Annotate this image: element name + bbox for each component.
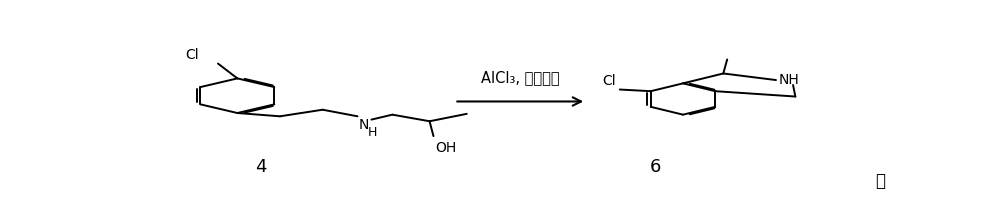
Text: N: N: [359, 118, 369, 132]
Text: AlCl₃, 邓二氯苯: AlCl₃, 邓二氯苯: [481, 70, 560, 85]
Text: NH: NH: [779, 73, 800, 87]
Text: Cl: Cl: [185, 48, 199, 62]
Text: OH: OH: [435, 141, 456, 155]
Text: 6: 6: [650, 158, 662, 176]
Text: Cl: Cl: [602, 74, 616, 88]
Text: H: H: [368, 126, 377, 139]
Text: 4: 4: [255, 158, 266, 176]
Text: 。: 。: [876, 172, 886, 190]
